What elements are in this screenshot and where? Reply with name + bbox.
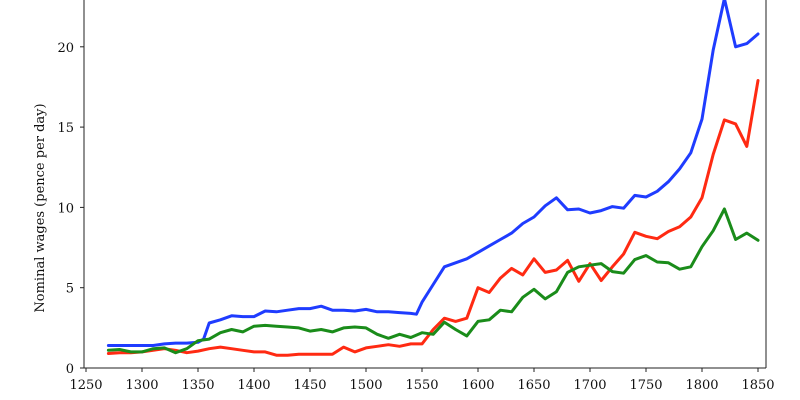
y-tick-label: 15 (57, 121, 74, 136)
x-tick-label: 1650 (517, 378, 550, 393)
y-tick-label: 10 (57, 201, 74, 216)
x-tick-label: 1700 (573, 378, 606, 393)
x-axis-ticks: 1250 1300 1350 1400 1450 1500 1550 1600 1650 1700… (69, 368, 775, 393)
x-tick-label: 1500 (349, 378, 382, 393)
y-axis-label: Nominal wages (pence per day) (33, 103, 48, 312)
x-tick-label: 1300 (125, 378, 158, 393)
x-tick-label: 1800 (685, 378, 718, 393)
y-tick-label: 20 (57, 41, 74, 56)
y-axis-ticks: 0 5 10 15 20 (57, 41, 84, 377)
x-tick-label: 1850 (741, 378, 774, 393)
x-tick-label: 1600 (461, 378, 494, 393)
x-tick-label: 1750 (629, 378, 662, 393)
series-line-2 (106, 79, 760, 357)
series-lines (106, 0, 760, 357)
series-line-3 (106, 207, 760, 355)
series-line-1 (106, 0, 760, 347)
x-tick-label: 1350 (181, 378, 214, 393)
x-tick-label: 1450 (293, 378, 326, 393)
x-tick-label: 1400 (237, 378, 270, 393)
x-tick-label: 1550 (405, 378, 438, 393)
y-tick-label: 5 (66, 282, 74, 297)
x-tick-label: 1250 (69, 378, 102, 393)
y-tick-label: 0 (66, 362, 74, 377)
